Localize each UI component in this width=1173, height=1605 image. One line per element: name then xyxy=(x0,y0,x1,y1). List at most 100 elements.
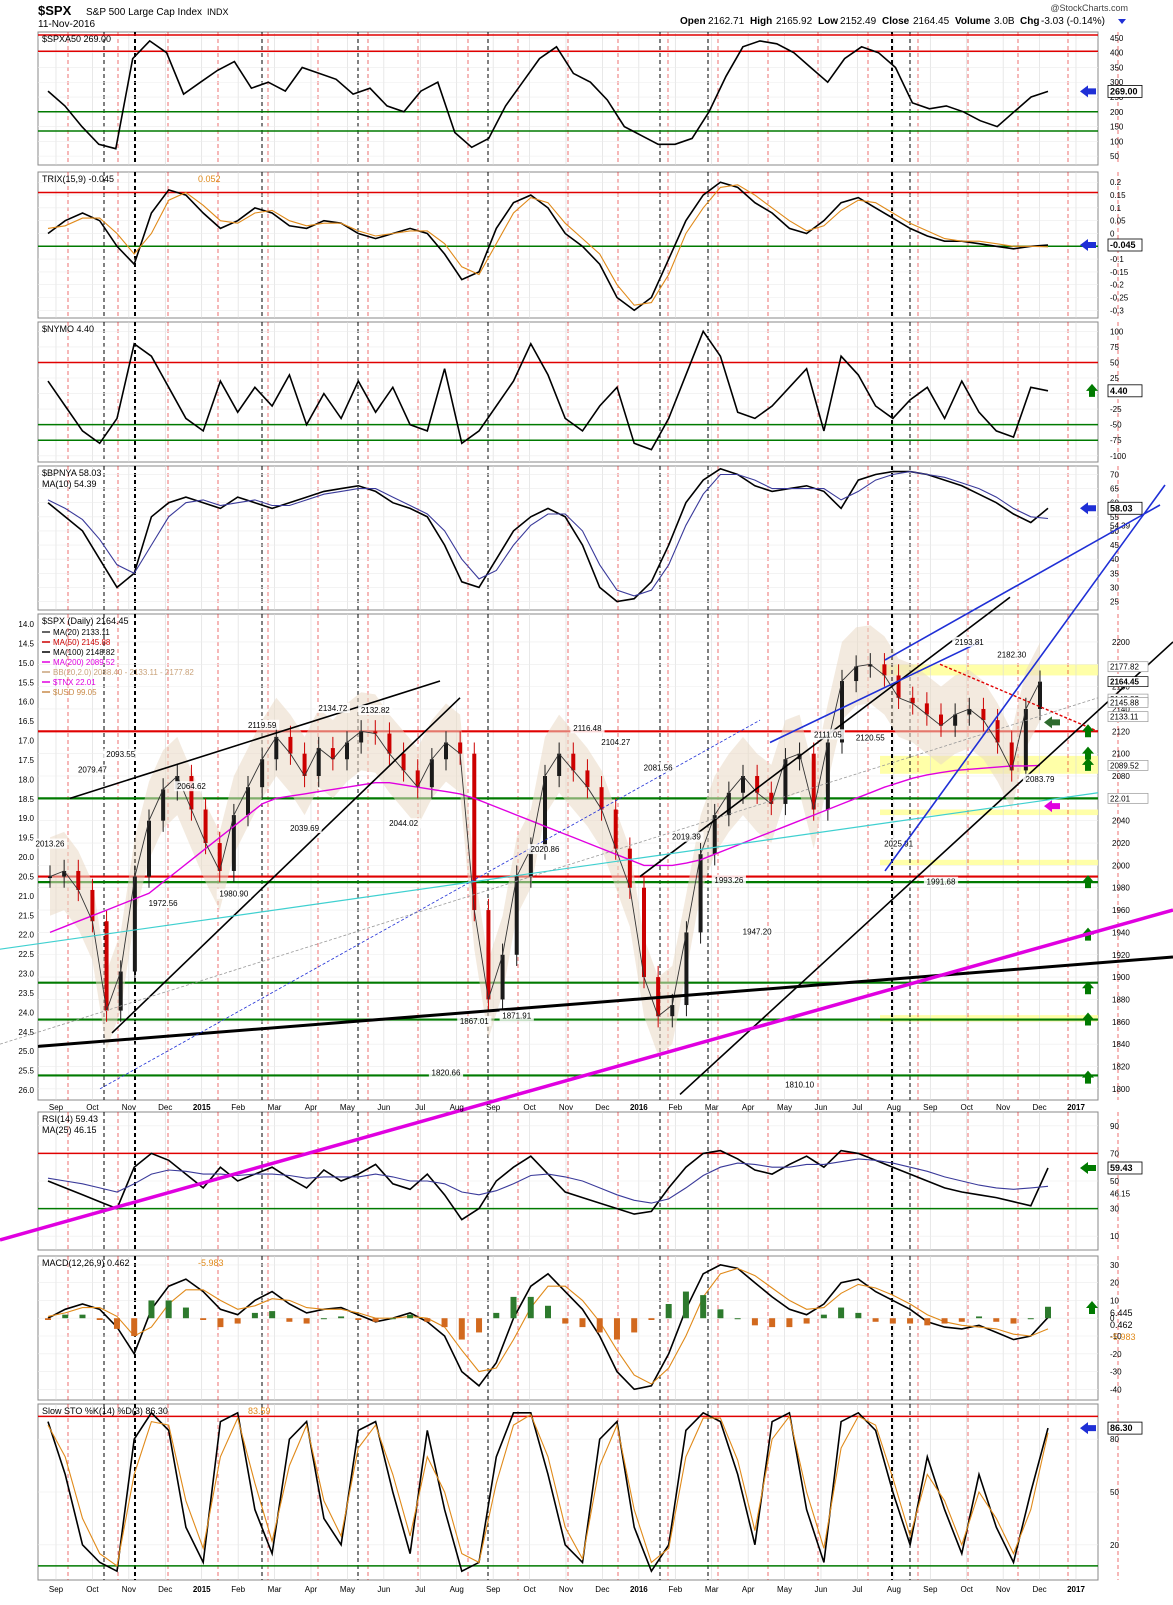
price-candle xyxy=(811,753,816,810)
y-tick-label: 2160 xyxy=(1112,683,1130,692)
x-tick-label: Nov xyxy=(122,1103,136,1112)
x-tick-label: Jul xyxy=(852,1585,862,1594)
price-annotation: 2120.55 xyxy=(856,734,885,743)
y-tick-label: 2080 xyxy=(1112,772,1130,781)
histogram-bar xyxy=(234,1318,241,1324)
symbol-exchange: INDX xyxy=(207,7,229,17)
price-annotation: 2132.82 xyxy=(361,706,390,715)
x-tick-label: Sep xyxy=(486,1103,501,1112)
series-line-spx xyxy=(49,663,1041,1017)
last-value-box xyxy=(1107,384,1143,398)
y-tick-label: 30 xyxy=(1110,1205,1119,1214)
y-tick-label: -75 xyxy=(1110,436,1122,445)
channel-trendline xyxy=(69,680,441,800)
left-axis-label: 20.5 xyxy=(18,872,34,881)
up-arrow-icon xyxy=(1082,724,1094,738)
left-axis-label: 14.5 xyxy=(18,639,34,648)
volume-value: 3.0B xyxy=(994,16,1015,27)
last-value-box xyxy=(1107,1161,1143,1175)
x-tick-label: Apr xyxy=(742,1103,755,1112)
left-axis-label: 19.5 xyxy=(18,834,34,843)
histogram-bar xyxy=(389,1318,396,1320)
histogram-bar xyxy=(251,1312,258,1319)
series-line-ma-10- xyxy=(47,471,1049,597)
x-tick-label: Aug xyxy=(450,1585,464,1594)
y-tick-label: 20 xyxy=(1110,1279,1119,1288)
x-tick-label: Mar xyxy=(705,1585,719,1594)
ohlc-low: 2152.49 xyxy=(840,16,877,27)
legend-item: $USD 99.05 xyxy=(53,688,97,697)
price-candle xyxy=(939,714,943,726)
histogram-bar xyxy=(200,1318,207,1320)
y-tick-label: -0.3 xyxy=(1110,306,1124,315)
x-tick-label: Dec xyxy=(595,1103,609,1112)
x-tick-label: Feb xyxy=(231,1103,245,1112)
price-candle xyxy=(953,714,958,726)
y-tick-label: 1960 xyxy=(1112,906,1130,915)
left-axis-label: 19.0 xyxy=(18,814,34,823)
price-candle xyxy=(585,770,590,788)
price-candle xyxy=(613,809,618,849)
x-tick-label: Sep xyxy=(923,1103,938,1112)
price-annotation: 1993.26 xyxy=(714,876,743,885)
panel-title: MACD(12,26,9) 0.462 xyxy=(42,1258,130,1268)
x-tick-label: Oct xyxy=(86,1585,99,1594)
series-line--spxa50 xyxy=(47,39,1049,150)
price-annotation: 2134.72 xyxy=(318,704,347,713)
price-candle xyxy=(599,787,604,810)
y-tick-label: 1920 xyxy=(1112,951,1130,960)
panel-title: $SPXA50 269.00 xyxy=(42,34,111,44)
y-tick-label: 2140 xyxy=(1112,705,1130,714)
histogram-bar xyxy=(545,1305,551,1319)
x-tick-label: Sep xyxy=(923,1585,938,1594)
y-tick-label: -30 xyxy=(1110,1368,1122,1377)
y-tick-label: 2100 xyxy=(1112,750,1130,759)
price-candle xyxy=(769,792,774,804)
price-annotation: 2039.69 xyxy=(290,824,319,833)
price-candle xyxy=(995,720,1000,743)
y-tick-label: 20 xyxy=(1110,1541,1119,1550)
histogram-bar xyxy=(407,1314,414,1319)
x-tick-label: Oct xyxy=(523,1585,536,1594)
last-value-label: 269.00 xyxy=(1110,86,1138,96)
y-tick-label: 25 xyxy=(1110,374,1119,383)
x-tick-label: May xyxy=(777,1585,792,1594)
price-annotation: 1991.68 xyxy=(927,878,956,887)
macd-value-label: 6.445 xyxy=(1110,1308,1133,1318)
left-axis-label: 17.0 xyxy=(18,737,34,746)
ohlc-low-label: Low xyxy=(818,16,838,27)
last-value-box xyxy=(1107,1421,1143,1435)
annotation-bg xyxy=(146,898,181,909)
long-term-trendline-black xyxy=(37,955,1173,1048)
y-tick-label: 0 xyxy=(1110,1314,1115,1323)
last-value-label: 4.40 xyxy=(1110,386,1128,396)
histogram-bar xyxy=(1045,1306,1051,1319)
histogram-bar xyxy=(855,1312,862,1319)
y-tick-label: 35 xyxy=(1110,569,1119,578)
last-value-label: 86.30 xyxy=(1110,1423,1133,1433)
value-tag-label: 2177.82 xyxy=(1110,663,1139,672)
histogram-bar xyxy=(217,1318,224,1328)
macd-value-label: 0.462 xyxy=(1110,1320,1133,1330)
highlight-band xyxy=(880,859,1098,866)
x-tick-label: 2017 xyxy=(1067,1585,1085,1594)
panel-sto: 80 50 20 Slow STO %K(14) %D(3) 86.30 83.59 86… xyxy=(37,1403,1143,1581)
left-arrow-icon xyxy=(1080,1161,1096,1174)
x-tick-label: Jun xyxy=(377,1103,390,1112)
chart-date: 11-Nov-2016 xyxy=(38,19,96,30)
price-candle xyxy=(528,848,533,877)
left-axis-label: 14.0 xyxy=(18,620,34,629)
panel-spxa50: 45040035030025020015010050$SPXA50 269.00… xyxy=(37,31,1143,166)
histogram-bar xyxy=(579,1318,586,1328)
price-annotation: 2116.48 xyxy=(573,724,602,733)
price-candle xyxy=(783,759,788,804)
last-ma-label: 46.15 xyxy=(1110,1189,1131,1198)
panel-macd: 30 20 10 0 -10 -20 -30 -40 MACD(12,26,9) 0.462 -5… xyxy=(37,1255,1136,1401)
histogram-bar xyxy=(786,1318,793,1328)
channel-trendline xyxy=(111,697,461,1034)
price-candle xyxy=(571,753,576,771)
series-line-ma-200 xyxy=(49,764,1041,934)
left-axis-label: 22.0 xyxy=(18,931,34,940)
up-arrow-icon xyxy=(1086,1301,1098,1314)
